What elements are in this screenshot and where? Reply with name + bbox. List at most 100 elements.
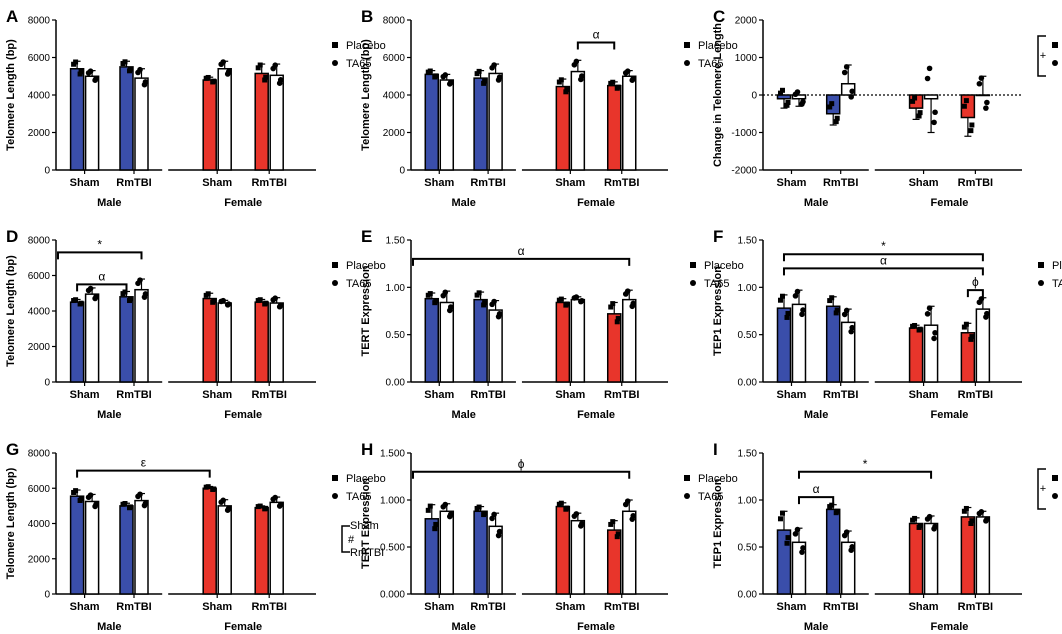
x-category-label: Sham: [424, 601, 454, 613]
x-category-label: Sham: [555, 177, 585, 189]
data-point: [263, 74, 269, 80]
y-tick-label: 1.50: [738, 236, 758, 247]
data-point: [784, 102, 790, 108]
data-point: [834, 508, 840, 514]
bar-placebo: [69, 68, 85, 171]
group-label-male: Male: [451, 409, 475, 421]
bar-ta65: [488, 72, 503, 171]
data-point: [122, 289, 128, 295]
data-point: [829, 101, 835, 107]
group-label-female: Female: [224, 621, 262, 633]
legend-bracket: [1037, 35, 1046, 77]
data-point: [573, 294, 580, 300]
legend-label-placebo: Placebo: [346, 260, 386, 272]
data-point: [800, 307, 806, 313]
data-point: [984, 99, 990, 106]
data-point: [205, 74, 211, 80]
panel-b: B 0 2000 4000 6000 8000 Telomere Length (bp) Sh…: [360, 7, 738, 209]
data-point: [142, 500, 149, 507]
data-point: [984, 516, 990, 522]
data-point: [257, 62, 263, 68]
bar-ta65: [570, 70, 586, 171]
bar-placebo: [606, 84, 622, 171]
data-point: [432, 526, 438, 532]
data-point: [205, 484, 211, 490]
x-category-label: RmTBI: [823, 389, 858, 401]
bar-placebo: [202, 297, 217, 383]
x-category-label: RmTBI: [604, 601, 639, 613]
bar-ta65: [84, 500, 100, 595]
panel-f: F 0.00 0.50 1.00 1.50 TEP1 Expression Sham RmTB…: [712, 227, 1062, 421]
data-point: [800, 98, 806, 105]
y-tick-label: 1.50: [738, 449, 758, 460]
data-point: [833, 310, 839, 316]
bar-ta65: [84, 75, 100, 171]
data-point: [794, 526, 801, 533]
group-label-female: Female: [931, 197, 969, 209]
data-point: [799, 311, 805, 318]
bar-placebo: [555, 301, 571, 383]
legend-marker-placebo: [684, 42, 690, 48]
legend-marker-ta65: [1052, 60, 1058, 66]
bar-placebo: [960, 516, 976, 595]
data-point: [491, 511, 497, 518]
data-point: [926, 513, 933, 520]
y-tick-label: 0.00: [738, 590, 758, 601]
data-point: [615, 315, 621, 321]
y-tick-label: 1.50: [386, 236, 406, 247]
bar-ta65: [84, 293, 100, 383]
panel-letter: D: [6, 227, 18, 246]
x-category-label: Sham: [202, 389, 232, 401]
data-point: [447, 79, 454, 86]
significance-bracket: [782, 253, 984, 262]
group-label-male: Male: [451, 621, 475, 633]
data-point: [255, 65, 261, 71]
legend-label-ta65: TA65: [1052, 278, 1062, 290]
data-point: [573, 58, 580, 65]
data-point: [969, 334, 975, 340]
data-point: [848, 94, 854, 100]
x-category-label: Sham: [555, 389, 585, 401]
data-point: [205, 291, 211, 297]
panel-h: H 0.000 0.500 1.000 1.500 TERT Expression Sham…: [360, 440, 738, 633]
data-point: [564, 505, 570, 511]
data-point: [442, 289, 449, 296]
bar-ta65: [621, 510, 637, 595]
data-point: [564, 87, 570, 93]
bar-ta65: [923, 94, 939, 100]
legend-label-placebo: Placebo: [346, 473, 386, 485]
data-point: [558, 296, 564, 302]
data-point: [610, 519, 616, 525]
data-point: [843, 307, 850, 314]
data-point: [912, 322, 918, 328]
data-point: [122, 500, 128, 506]
bar-placebo: [119, 505, 134, 595]
data-point: [777, 516, 783, 522]
data-point: [73, 59, 79, 65]
data-point: [849, 88, 855, 95]
data-point: [272, 295, 279, 302]
group-label-male: Male: [97, 409, 121, 421]
data-point: [978, 75, 985, 81]
group-label-male: Male: [451, 197, 475, 209]
panel-letter: G: [6, 440, 19, 459]
panel-i: I 0.00 0.50 1.00 1.50 TEP1 Expression Sham RmTB…: [712, 440, 1058, 633]
data-point: [87, 492, 94, 498]
data-point: [87, 68, 94, 74]
data-point: [447, 511, 454, 518]
bar-placebo: [119, 296, 134, 383]
data-point: [932, 329, 938, 336]
data-point: [624, 288, 631, 294]
x-category-label: RmTBI: [116, 601, 151, 613]
data-point: [433, 73, 439, 79]
data-point: [777, 297, 783, 303]
data-point: [142, 79, 149, 85]
bar-placebo: [606, 529, 622, 595]
y-tick-label: 2000: [735, 16, 758, 27]
data-point: [608, 304, 614, 310]
legend2-bracket: [341, 525, 350, 553]
legend-label-placebo: Placebo: [1052, 260, 1062, 272]
data-point: [799, 549, 805, 555]
data-point: [969, 518, 975, 524]
data-point: [843, 64, 850, 70]
